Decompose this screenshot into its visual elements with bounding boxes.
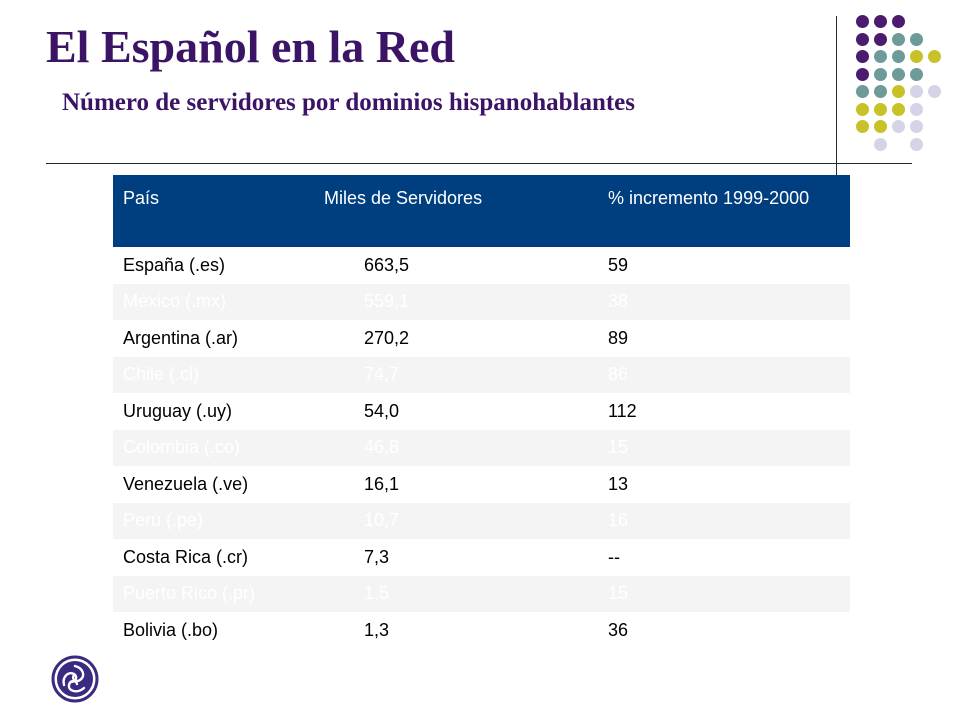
table-row: Costa Rica (.cr) 7,3 -- (113, 539, 850, 576)
decor-dot (892, 120, 905, 133)
cell-pais: Costa Rica (.cr) (123, 546, 249, 567)
decor-dot (892, 15, 905, 28)
dot-grid-decoration-icon (850, 14, 950, 164)
header-servidores: Miles de Servidores (324, 188, 483, 208)
header-incremento: % incremento 1999-2000 (608, 188, 810, 208)
decor-dot (874, 50, 887, 63)
cell-pais: Uruguay (.uy) (123, 400, 233, 421)
cell-incremento: 36 (608, 619, 629, 640)
decor-dot (928, 85, 941, 98)
decor-dot (874, 15, 887, 28)
triskelion-logo-icon (51, 655, 99, 703)
cell-incremento: 112 (608, 400, 637, 421)
table-row: Chile (.cl) 74,7 86 (113, 356, 850, 393)
decor-dot (874, 120, 887, 133)
decor-dot (856, 120, 869, 133)
cell-incremento: 13 (608, 473, 629, 494)
cell-servidores: 10,7 (364, 510, 400, 531)
cell-incremento: 89 (608, 327, 629, 348)
cell-servidores: 16,1 (364, 473, 400, 494)
decor-dot (910, 50, 923, 63)
slide-subtitle: Número de servidores por dominios hispan… (62, 89, 636, 116)
decor-dot (910, 120, 923, 133)
cell-pais: México (.mx) (123, 291, 226, 312)
servers-table: País Miles de Servidores % incremento 19… (113, 175, 850, 649)
header-pais: País (123, 188, 160, 208)
decor-dot (910, 67, 923, 81)
decor-dot (874, 67, 887, 81)
cell-servidores: 1,3 (364, 619, 390, 640)
cell-pais: Perú (.pe) (123, 510, 204, 531)
decor-dot (910, 32, 923, 46)
table-row: Uruguay (.uy) 54,0 112 (113, 393, 850, 430)
decor-dot (874, 32, 887, 46)
table-header-row: País Miles de Servidores % incremento 19… (113, 175, 850, 247)
cell-pais: Puerto Rico (.pr) (123, 583, 256, 604)
cell-pais: Argentina (.ar) (123, 327, 239, 348)
decor-dot (910, 137, 923, 151)
decor-dot (856, 50, 869, 63)
decor-dot (856, 15, 869, 28)
cell-servidores: 270,2 (364, 327, 410, 348)
decor-dot (892, 85, 905, 98)
cell-servidores: 1,5 (364, 583, 390, 604)
cell-pais: Colombia (.co) (123, 437, 241, 458)
table-row: Bolivia (.bo) 1,3 36 (113, 612, 850, 649)
cell-pais: Chile (.cl) (123, 364, 200, 385)
cell-incremento: 16 (608, 510, 629, 531)
decor-dot (910, 85, 923, 98)
cell-incremento: 86 (608, 364, 629, 385)
decor-dot (856, 32, 869, 46)
cell-pais: Bolivia (.bo) (123, 619, 219, 640)
cell-incremento: 59 (608, 254, 629, 275)
table-row: México (.mx) 559,1 38 (113, 283, 850, 320)
decor-dot (928, 50, 941, 63)
cell-pais: España (.es) (123, 254, 226, 275)
decor-dot (892, 32, 905, 46)
cell-servidores: 74,7 (364, 364, 400, 385)
cell-servidores: 663,5 (364, 254, 410, 275)
cell-incremento: -- (608, 546, 620, 567)
cell-servidores: 559,1 (364, 291, 410, 312)
decor-dot (910, 102, 923, 116)
cell-pais: Venezuela (.ve) (123, 473, 249, 494)
cell-incremento: 15 (608, 583, 629, 604)
title-divider-vertical (836, 16, 837, 188)
table-row: Perú (.pe) 10,7 16 (113, 502, 850, 539)
cell-servidores: 54,0 (364, 400, 400, 421)
cell-servidores: 46,8 (364, 437, 400, 458)
cell-incremento: 38 (608, 291, 629, 312)
table-row: Venezuela (.ve) 16,1 13 (113, 466, 850, 503)
decor-dot (856, 67, 869, 81)
title-divider-horizontal (46, 163, 912, 164)
table-row: Argentina (.ar) 270,2 89 (113, 320, 850, 357)
cell-incremento: 15 (608, 437, 629, 458)
table-row: España (.es) 663,5 59 (113, 247, 850, 284)
decor-dot (856, 102, 869, 116)
decor-dot (874, 85, 887, 98)
decor-dot (874, 137, 887, 151)
decor-dot (892, 50, 905, 63)
decor-dot (892, 67, 905, 81)
table-row: Puerto Rico (.pr) 1,5 15 (113, 575, 850, 612)
table-row: Colombia (.co) 46,8 15 (113, 429, 850, 466)
decor-dot (892, 102, 905, 116)
cell-servidores: 7,3 (364, 546, 390, 567)
decor-dot (874, 102, 887, 116)
slide-title: El Español en la Red (46, 21, 455, 72)
decor-dot (856, 85, 869, 98)
